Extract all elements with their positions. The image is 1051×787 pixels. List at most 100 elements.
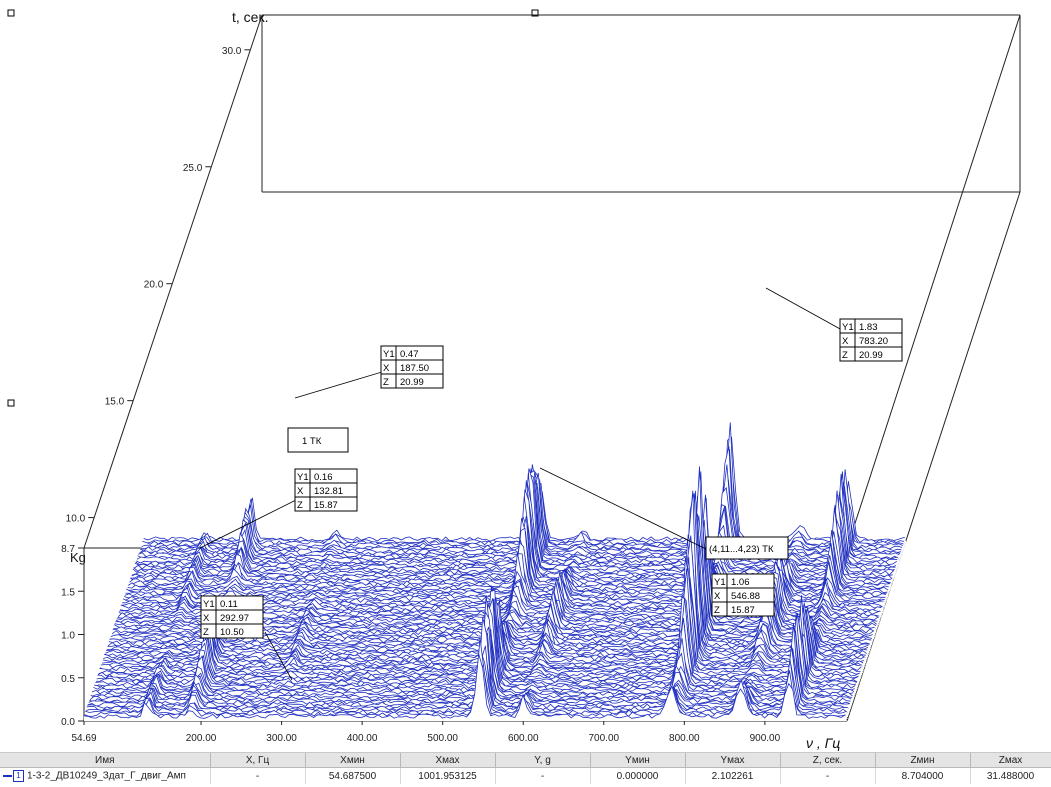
legend-x-value: - bbox=[210, 767, 306, 784]
legend-ymin-value: 0.000000 bbox=[590, 767, 686, 784]
legend-header-name[interactable]: Имя bbox=[0, 753, 211, 768]
marker-field-value: 783.20 bbox=[859, 336, 888, 347]
x-tick-label: 54.69 bbox=[71, 733, 96, 744]
y-axis-title: Kg bbox=[70, 550, 86, 565]
legend-xmin-value: 54.687500 bbox=[305, 767, 401, 784]
connector-1tk-to-lower-marker bbox=[199, 499, 297, 549]
x-axis-title: ν , Гц bbox=[806, 735, 840, 751]
legend-header-z[interactable]: Z, сек. bbox=[780, 753, 876, 768]
marker-field-label: X bbox=[842, 336, 849, 347]
z-tick-label: 8.7 bbox=[61, 544, 75, 555]
marker-readout-box[interactable]: Y1 1.06 X 546.88 Z 15.87 bbox=[711, 573, 775, 617]
legend-series-row[interactable]: 1 1-3-2_ДВ10249_Здат_Г_двиг_Амп - 54.6875… bbox=[0, 767, 1051, 784]
y-tick-label: 0.5 bbox=[61, 674, 75, 685]
spectrum-trace bbox=[133, 472, 895, 572]
resize-handle-top[interactable] bbox=[531, 9, 539, 17]
series-index-badge: 1 bbox=[13, 770, 24, 782]
marker-field-value: 132.81 bbox=[314, 486, 343, 497]
series-legend-table: Имя X, Гц Xмин Xмах Y, g Yмин Yмах Z, се… bbox=[0, 752, 1051, 787]
marker-field-value: 546.88 bbox=[731, 591, 760, 602]
series-color-swatch-icon bbox=[3, 775, 12, 777]
frame-right-depth bbox=[846, 191, 1021, 722]
frame-right-depth-top bbox=[846, 14, 1021, 549]
marker-field-label: Z bbox=[842, 350, 848, 361]
waterfall-traces bbox=[83, 422, 907, 721]
svg-text:(4,11...4,23) ТК: (4,11...4,23) ТК bbox=[709, 544, 774, 555]
marker-field-label: X bbox=[383, 363, 390, 374]
y-tick-label: 0.0 bbox=[61, 717, 75, 728]
waterfall-plot[interactable]: 54.69 200.00 300.00 400.00 500.00 600.00 700.0… bbox=[0, 0, 1051, 752]
z-tick-label: 20.0 bbox=[144, 280, 164, 291]
marker-field-value: 15.87 bbox=[731, 605, 755, 616]
marker-field-label: Y1 bbox=[383, 349, 395, 360]
legend-z-value: - bbox=[780, 767, 876, 784]
marker-readout-box[interactable]: Y1 0.16 X 132.81 Z 15.87 bbox=[294, 468, 358, 512]
spectrum-trace bbox=[92, 613, 855, 693]
annotation-connectors bbox=[199, 287, 843, 681]
legend-header-xmin[interactable]: Xмин bbox=[305, 753, 401, 768]
marker-field-label: Y1 bbox=[714, 577, 726, 588]
marker-field-label: Z bbox=[714, 605, 720, 616]
resize-handle-left[interactable] bbox=[7, 399, 15, 407]
connector-right-marker bbox=[765, 287, 843, 331]
legend-header-y[interactable]: Y, g bbox=[495, 753, 591, 768]
trace-mask bbox=[121, 553, 885, 610]
series-name: 1-3-2_ДВ10249_Здат_Г_двиг_Амп bbox=[27, 770, 186, 782]
legend-header-xmax[interactable]: Xмах bbox=[400, 753, 496, 768]
frame-z-axis bbox=[83, 14, 263, 549]
annotation-1tk[interactable]: 1 ТК bbox=[287, 427, 349, 453]
y-tick-label: 1.5 bbox=[61, 587, 75, 598]
marker-field-label: X bbox=[297, 486, 304, 497]
spectrum-trace bbox=[94, 599, 856, 688]
marker-field-value: 292.97 bbox=[220, 613, 249, 624]
legend-header-row: Имя X, Гц Xмин Xмах Y, g Yмин Yмах Z, се… bbox=[0, 753, 1051, 768]
legend-zmax-value: 31.488000 bbox=[970, 767, 1051, 784]
marker-field-value: 0.11 bbox=[220, 599, 238, 610]
trace-mask bbox=[120, 552, 884, 614]
connector-harmonics bbox=[539, 467, 709, 551]
marker-field-value: 20.99 bbox=[400, 377, 424, 388]
marker-field-value: 1.83 bbox=[859, 322, 878, 333]
marker-field-label: X bbox=[714, 591, 721, 602]
legend-header-zmin[interactable]: Zмин bbox=[875, 753, 971, 768]
z-tick-label: 30.0 bbox=[222, 46, 242, 57]
spectrum-trace bbox=[132, 484, 895, 574]
x-tick-label: 900.00 bbox=[750, 733, 781, 744]
connector-lower-marker bbox=[264, 631, 293, 681]
z-tick-label: 25.0 bbox=[183, 163, 203, 174]
marker-field-value: 20.99 bbox=[859, 350, 883, 361]
legend-ymax-value: 2.102261 bbox=[685, 767, 781, 784]
legend-series-name-cell[interactable]: 1 1-3-2_ДВ10249_Здат_Г_двиг_Амп bbox=[0, 767, 211, 784]
marker-field-value: 0.47 bbox=[400, 349, 419, 360]
marker-field-label: Z bbox=[203, 627, 209, 638]
y-tick-label: 1.0 bbox=[61, 631, 75, 642]
legend-header-ymax[interactable]: Yмах bbox=[685, 753, 781, 768]
marker-readout-box[interactable]: Y1 0.47 X 187.50 Z 20.99 bbox=[380, 345, 444, 389]
annotation-harmonics[interactable]: (4,11...4,23) ТК bbox=[705, 536, 789, 560]
z-axis-title: t, сек. bbox=[232, 9, 268, 25]
x-tick-label: 200.00 bbox=[186, 733, 217, 744]
spectrum-trace bbox=[91, 626, 854, 695]
spectrum-trace bbox=[87, 616, 850, 707]
marker-readout-box[interactable]: Y1 1.83 X 783.20 Z 20.99 bbox=[839, 318, 903, 362]
marker-field-value: 187.50 bbox=[400, 363, 429, 374]
legend-header-zmax[interactable]: Zмах bbox=[970, 753, 1051, 768]
x-tick-label: 700.00 bbox=[588, 733, 619, 744]
marker-field-label: Y1 bbox=[203, 599, 215, 610]
x-tick-label: 400.00 bbox=[347, 733, 378, 744]
connector-1tk-to-marker bbox=[294, 371, 383, 399]
marker-field-value: 15.87 bbox=[314, 500, 338, 511]
legend-header-x[interactable]: X, Гц bbox=[210, 753, 306, 768]
marker-readout-box[interactable]: Y1 0.11 X 292.97 Z 10.50 bbox=[200, 595, 264, 639]
spectrum-trace bbox=[91, 595, 853, 698]
x-tick-label: 800.00 bbox=[669, 733, 700, 744]
marker-field-value: 0.16 bbox=[314, 472, 333, 483]
x-tick-label: 600.00 bbox=[508, 733, 539, 744]
z-tick-label: 15.0 bbox=[105, 397, 125, 408]
resize-handle-top-left[interactable] bbox=[7, 9, 15, 17]
legend-xmax-value: 1001.953125 bbox=[400, 767, 496, 784]
legend-header-ymin[interactable]: Yмин bbox=[590, 753, 686, 768]
legend-zmin-value: 8.704000 bbox=[875, 767, 971, 784]
spectrum-trace bbox=[85, 650, 848, 713]
svg-text:1 ТК: 1 ТК bbox=[302, 436, 322, 447]
